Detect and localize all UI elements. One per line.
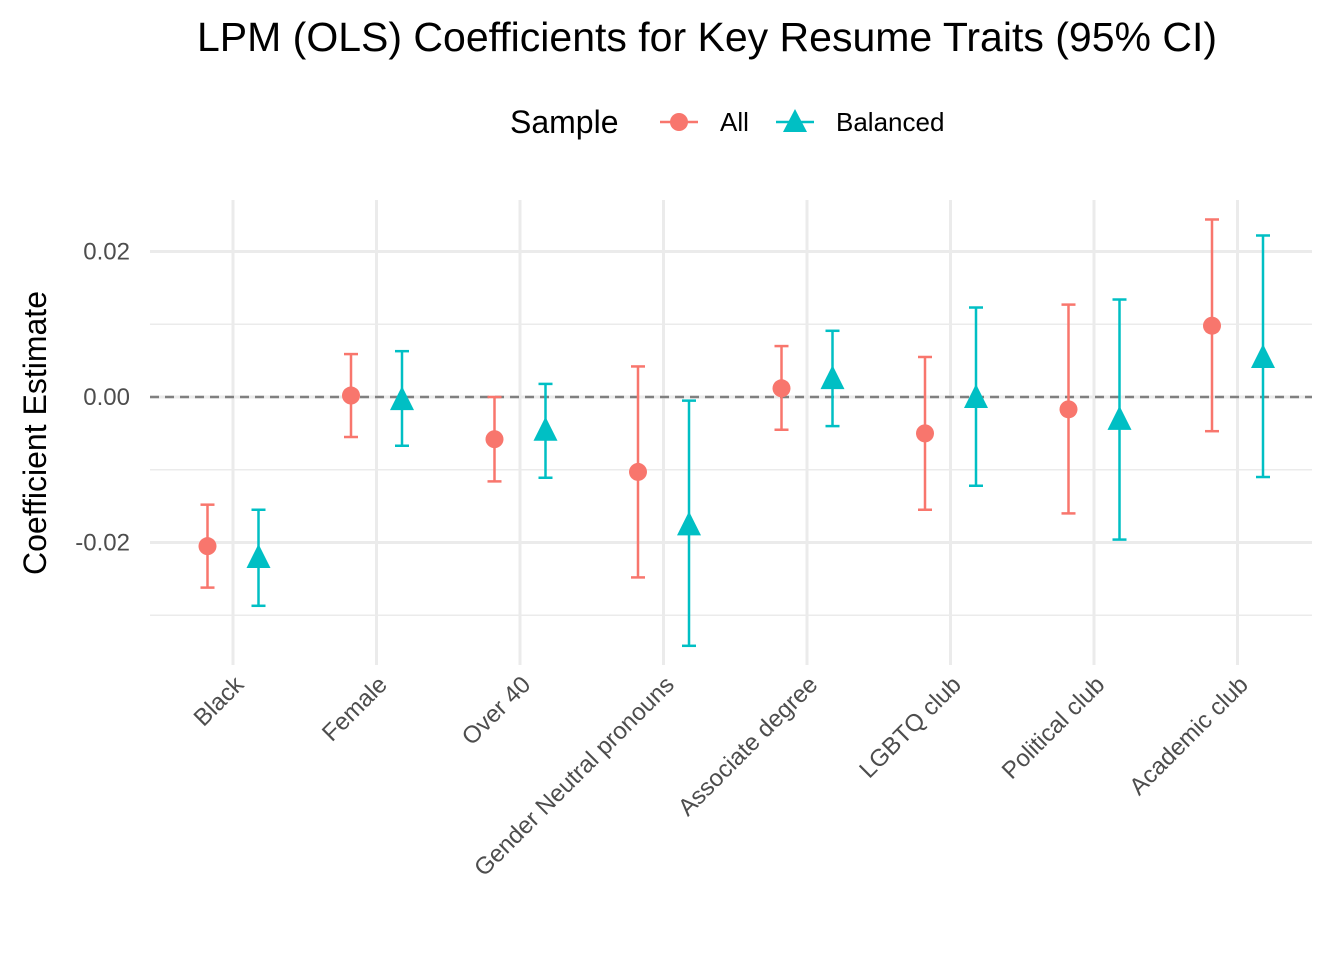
point-balanced-6: [1107, 298, 1132, 541]
legend: Sample All Balanced: [510, 104, 944, 140]
legend-key-triangle: [783, 109, 807, 132]
marker-circle: [916, 424, 934, 443]
y-axis: -0.02 0.00 0.02: [75, 239, 130, 557]
marker-triangle: [820, 365, 845, 390]
x-tick-label: Female: [317, 671, 393, 747]
legend-item-balanced: Balanced: [776, 107, 944, 137]
x-tick-label: Political club: [997, 671, 1110, 784]
point-all-5: [916, 355, 934, 512]
point-all-0: [198, 503, 217, 589]
point-all-1: [342, 352, 360, 439]
marker-triangle: [677, 511, 701, 536]
chart-title: LPM (OLS) Coefficients for Key Resume Tr…: [196, 14, 1217, 60]
marker-circle: [1059, 400, 1078, 419]
x-tick-label: Black: [189, 670, 250, 731]
y-tick-label: 0.00: [83, 384, 130, 411]
marker-triangle: [1251, 343, 1275, 368]
legend-key-circle: [670, 113, 688, 131]
marker-triangle: [533, 416, 558, 441]
legend-label: Balanced: [836, 107, 944, 137]
point-all-6: [1059, 303, 1078, 515]
marker-triangle: [964, 384, 988, 408]
marker-circle: [198, 537, 217, 556]
marker-triangle: [390, 386, 414, 411]
legend-item-all: All: [660, 107, 749, 137]
marker-circle: [485, 430, 504, 449]
point-balanced-7: [1251, 234, 1275, 479]
marker-triangle: [246, 544, 271, 569]
marker-circle: [342, 386, 360, 405]
y-axis-title: Coefficient Estimate: [17, 291, 53, 575]
legend-title: Sample: [510, 104, 619, 140]
marker-circle: [772, 379, 791, 398]
x-tick-label: Academic club: [1124, 671, 1253, 800]
point-balanced-0: [246, 508, 271, 608]
x-tick-label: Associate degree: [673, 671, 823, 821]
y-tick-label: -0.02: [75, 530, 130, 557]
point-balanced-3: [677, 399, 701, 648]
x-tick-label: Over 40: [457, 671, 536, 750]
point-balanced-4: [820, 329, 845, 428]
point-all-2: [485, 395, 504, 483]
grid: [150, 200, 1312, 665]
x-tick-label: LGBTQ club: [854, 671, 966, 783]
point-balanced-5: [964, 306, 988, 488]
data-marks: [198, 218, 1275, 648]
marker-circle: [1203, 316, 1221, 335]
point-balanced-2: [533, 382, 558, 480]
marker-circle: [629, 462, 647, 481]
legend-label: All: [720, 107, 749, 137]
point-all-4: [772, 344, 791, 431]
marker-triangle: [1107, 405, 1132, 430]
y-tick-label: 0.02: [83, 239, 130, 266]
point-all-3: [629, 365, 647, 579]
point-balanced-1: [390, 349, 414, 447]
point-all-7: [1203, 218, 1221, 433]
